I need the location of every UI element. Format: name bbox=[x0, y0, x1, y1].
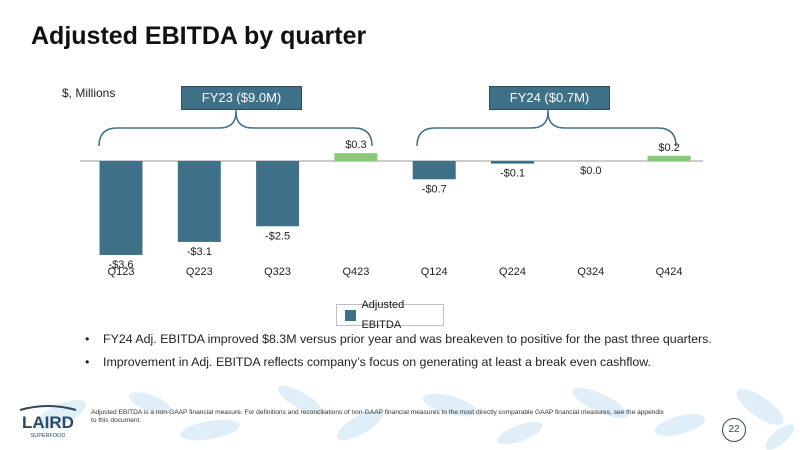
bar-q223 bbox=[177, 161, 221, 242]
data-label-q224: -$0.1 bbox=[500, 168, 525, 180]
bar-q124 bbox=[412, 161, 456, 180]
unit-label: $, Millions bbox=[62, 86, 116, 100]
x-tick-q424: Q424 bbox=[656, 266, 683, 278]
page-title: Adjusted EBITDA by quarter bbox=[31, 22, 367, 50]
bar-q323 bbox=[256, 161, 300, 227]
x-tick-q123: Q123 bbox=[108, 266, 135, 278]
logo-wordmark: LAIRD bbox=[22, 413, 74, 432]
page-number: 22 bbox=[722, 418, 746, 442]
bar-q123 bbox=[99, 161, 143, 255]
laird-logo: LAIRD SUPERFOOD bbox=[19, 405, 77, 439]
bar-q423 bbox=[334, 153, 378, 161]
bar-q424 bbox=[647, 155, 691, 161]
x-tick-q323: Q323 bbox=[264, 266, 291, 278]
bar-q224 bbox=[491, 161, 534, 164]
data-label-q124: -$0.7 bbox=[422, 183, 447, 195]
x-tick-q324: Q324 bbox=[577, 266, 604, 278]
data-label-q324: $0.0 bbox=[580, 165, 601, 177]
x-tick-q223: Q223 bbox=[186, 266, 213, 278]
footnote: Adjusted EBITDA is a non-GAAP financial … bbox=[91, 409, 664, 424]
data-label-q424: $0.2 bbox=[658, 142, 679, 154]
bullet-item-2: Improvement in Adj. EBITDA reflects comp… bbox=[85, 355, 712, 369]
data-label-q423: $0.3 bbox=[345, 139, 366, 151]
fy23-bracket bbox=[98, 111, 373, 147]
fy23-total-box: FY23 ($9.0M) bbox=[181, 86, 302, 110]
bullet-item-1: FY24 Adj. EBITDA improved $8.3M versus p… bbox=[85, 332, 712, 346]
data-label-q323: -$2.5 bbox=[265, 230, 290, 242]
legend-label: Adjusted EBITDA bbox=[361, 299, 405, 331]
x-tick-q124: Q124 bbox=[421, 266, 448, 278]
chart-legend: Adjusted EBITDA bbox=[336, 299, 444, 331]
data-label-q123: -$3.6 bbox=[108, 259, 133, 271]
bullet-list: FY24 Adj. EBITDA improved $8.3M versus p… bbox=[85, 332, 712, 378]
data-label-q223: -$3.1 bbox=[187, 246, 212, 258]
legend-swatch bbox=[345, 309, 357, 321]
decorative-leaf-pattern bbox=[34, 385, 795, 450]
logo-subtext: SUPERFOOD bbox=[31, 433, 66, 439]
x-tick-q423: Q423 bbox=[342, 266, 369, 278]
fy24-total-box: FY24 ($0.7M) bbox=[489, 86, 610, 110]
x-tick-q224: Q224 bbox=[499, 266, 526, 278]
fy24-bracket bbox=[416, 111, 677, 147]
